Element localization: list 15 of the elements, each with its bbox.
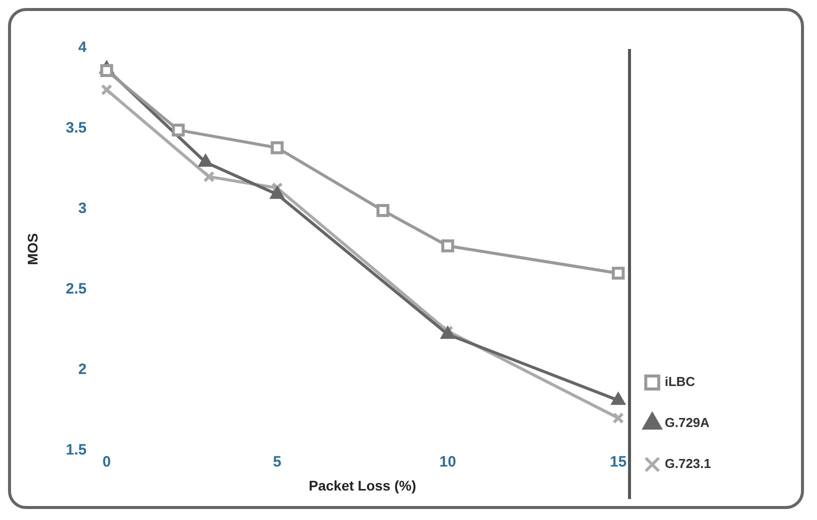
x-tick-label: 15	[610, 453, 627, 470]
x-tick-label: 0	[102, 453, 111, 470]
legend-label: G.723.1	[664, 456, 712, 472]
y-tick-label: 3.5	[66, 120, 87, 137]
x-tick-label: 5	[273, 453, 282, 470]
x-tick-label: 10	[439, 453, 456, 470]
y-tick-label: 4	[78, 39, 88, 56]
legend-label: G.729A	[664, 415, 710, 430]
y-tick-label: 3	[78, 200, 87, 218]
legend-label: iLBC	[664, 374, 696, 390]
y-tick-label: 2	[78, 360, 87, 378]
y-tick-label: 1.5	[66, 441, 87, 458]
y-tick-label: 2.5	[66, 280, 87, 298]
y-axis-title: MOS	[24, 233, 40, 266]
x-axis-title: Packet Loss (%)	[308, 477, 416, 494]
